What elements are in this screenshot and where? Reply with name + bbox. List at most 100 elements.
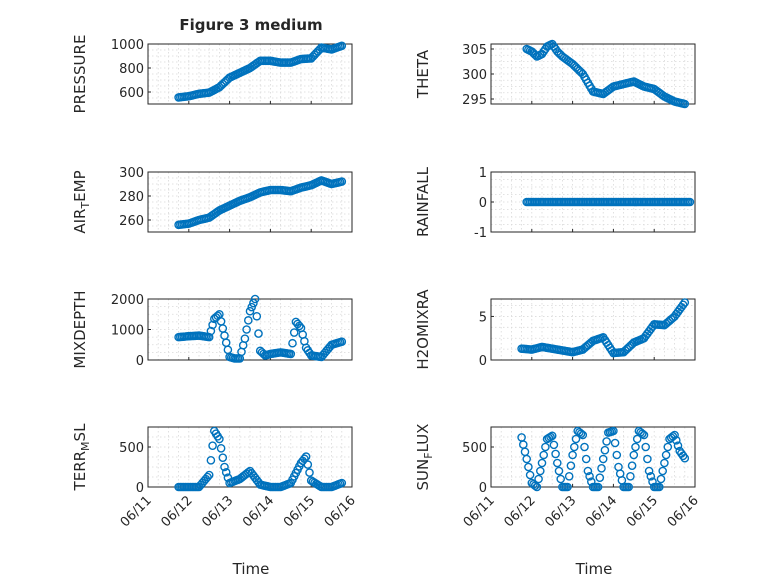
ytick-label: 0 [479,481,487,496]
data-point [221,338,231,348]
data-point [288,338,297,348]
data-point [247,302,256,312]
axes-box-terr-msl [147,426,353,488]
data-point [643,454,652,464]
data-point [249,298,258,308]
data-point [218,453,228,462]
subplot-air-temp: 260 280 300 AIRTEMP [71,166,353,234]
time-label-left: Time [232,560,270,578]
data-point [629,450,639,460]
data-point [242,325,251,334]
series-theta [522,39,690,109]
data-point [626,472,635,481]
series-rainfall [522,197,695,207]
data-point [632,434,642,444]
data-point [578,430,588,440]
data-point [337,177,347,186]
xtick-label: 06/16 [322,493,359,530]
data-point [547,431,557,441]
data-point [580,442,589,452]
data-point [593,482,603,492]
xtick-label: 06/14 [240,493,277,530]
data-point [571,434,581,444]
data-point [646,472,656,481]
subplot-h2omixra: 0 5 H2OMIXRA [414,289,696,370]
data-point [520,447,530,457]
data-point [644,466,654,476]
data-point [638,429,647,438]
data-point [663,442,673,452]
data-point [243,316,253,325]
ytick-label: 300 [462,68,487,83]
ytick-label: 600 [119,86,144,101]
data-point [563,482,572,492]
data-point [532,482,542,492]
figure-title: Figure 3 medium [179,16,322,34]
data-point [254,329,263,338]
ytick-label: 1 [479,166,487,181]
data-point [305,468,314,477]
data-point [631,442,640,452]
data-point [539,450,549,460]
series-h2omixra [517,298,690,358]
data-point [537,458,547,468]
data-point [678,451,688,461]
ytick-label: -1 [474,226,487,241]
data-point [218,324,228,333]
data-point [658,466,668,476]
data-point [581,454,591,464]
data-point [216,444,226,453]
subplot-terr-msl: 0 500 06/11 06/12 06/13 06/14 06/15 06/16 TERRMS… [71,423,359,530]
data-point [289,328,299,337]
xtick-label: 06/13 [199,493,236,530]
ytick-label: 305 [462,43,487,58]
data-point [583,466,593,476]
data-point [208,320,217,330]
xtick-label: 06/12 [502,493,539,530]
axes-box-pressure [147,43,353,105]
data-point [570,442,579,452]
data-point [680,99,690,109]
data-point [524,462,533,472]
data-point [223,345,233,355]
data-point [215,434,224,444]
data-point [639,430,649,440]
data-point [598,454,608,464]
subplot-mixdepth: 0 1000 2000 MIXDEPTH [71,290,353,369]
xtick-label: 06/11 [461,493,498,530]
data-point [252,311,262,321]
ylabel-terr-msl: TERRMSL [71,423,92,492]
xtick-label: 06/15 [281,493,318,530]
ytick-label: 300 [119,166,144,181]
data-point [585,472,594,481]
data-point [661,450,671,460]
data-point [546,432,555,442]
data-point [250,294,260,304]
data-point [597,464,606,473]
xtick-label: 06/12 [159,493,196,530]
data-point [655,482,664,492]
data-point [680,298,690,307]
data-point [541,442,550,452]
xtick-label: 06/14 [583,493,620,530]
ytick-label: 500 [462,441,487,456]
series-pressure [174,41,347,102]
data-point [610,438,620,448]
ylabel-h2omixra: H2OMIXRA [414,289,432,370]
series-mixdepth [174,294,347,363]
data-point [216,317,226,326]
data-point [576,429,586,438]
axes-box-air-temp [147,171,353,233]
data-point [337,41,347,51]
data-point [554,466,564,476]
ylabel-pressure: PRESSURE [71,35,89,114]
ylabel-sun-flux: SUNFLUX [414,424,435,491]
data-point [525,470,535,480]
ylabel-rainfall: RAINFALL [414,166,432,237]
data-point [221,468,231,477]
ytick-label: 280 [119,190,144,205]
xtick-label: 06/11 [118,493,155,530]
data-point [206,326,216,336]
ytick-label: 0 [136,354,144,369]
